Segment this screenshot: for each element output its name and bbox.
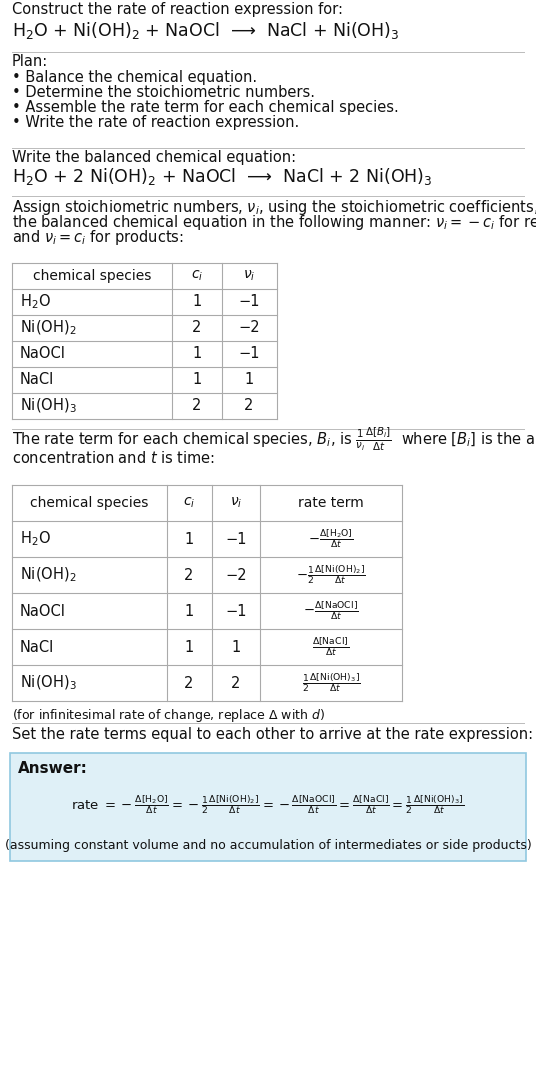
Text: NaOCl: NaOCl (20, 346, 66, 361)
Text: 1: 1 (184, 532, 193, 546)
Text: rate term: rate term (298, 496, 364, 510)
Text: H$_2$O + Ni(OH)$_2$ + NaOCl  ⟶  NaCl + Ni(OH)$_3$: H$_2$O + Ni(OH)$_2$ + NaOCl ⟶ NaCl + Ni(… (12, 20, 399, 41)
Text: Ni(OH)$_2$: Ni(OH)$_2$ (20, 319, 77, 337)
Text: $\nu_i$: $\nu_i$ (230, 496, 242, 510)
Text: Ni(OH)$_2$: Ni(OH)$_2$ (20, 566, 77, 584)
Text: 2: 2 (232, 676, 241, 690)
Text: $-\frac{1}{2}\frac{\Delta[\mathrm{Ni(OH)_2}]}{\Delta t}$: $-\frac{1}{2}\frac{\Delta[\mathrm{Ni(OH)… (296, 563, 366, 586)
Text: $c_i$: $c_i$ (183, 496, 195, 510)
Text: 1: 1 (184, 604, 193, 618)
Text: −2: −2 (225, 568, 247, 582)
Text: Ni(OH)$_3$: Ni(OH)$_3$ (20, 674, 77, 692)
Text: 2: 2 (244, 399, 254, 414)
Text: NaCl: NaCl (20, 640, 54, 654)
Text: 1: 1 (184, 640, 193, 654)
Text: $\nu_i$: $\nu_i$ (243, 269, 255, 283)
Text: 1: 1 (192, 372, 202, 388)
Text: • Write the rate of reaction expression.: • Write the rate of reaction expression. (12, 115, 299, 130)
Text: 1: 1 (192, 295, 202, 309)
Text: −2: −2 (238, 320, 260, 335)
Text: NaOCl: NaOCl (20, 604, 66, 618)
Text: chemical species: chemical species (33, 269, 151, 283)
Text: Assign stoichiometric numbers, $\nu_i$, using the stoichiometric coefficients, $: Assign stoichiometric numbers, $\nu_i$, … (12, 198, 536, 217)
Text: 1: 1 (232, 640, 241, 654)
Text: 2: 2 (184, 568, 193, 582)
Text: $-\frac{\Delta[\mathrm{H_2O}]}{\Delta t}$: $-\frac{\Delta[\mathrm{H_2O}]}{\Delta t}… (308, 527, 354, 550)
Text: 1: 1 (192, 346, 202, 361)
Text: $\frac{1}{2}\frac{\Delta[\mathrm{Ni(OH)_3}]}{\Delta t}$: $\frac{1}{2}\frac{\Delta[\mathrm{Ni(OH)_… (302, 672, 360, 695)
Text: Ni(OH)$_3$: Ni(OH)$_3$ (20, 396, 77, 415)
Text: (for infinitesimal rate of change, replace Δ with $d$): (for infinitesimal rate of change, repla… (12, 707, 325, 724)
Text: Plan:: Plan: (12, 54, 48, 69)
Text: rate $= -\frac{\Delta[\mathrm{H_2O}]}{\Delta t} = -\frac{1}{2}\frac{\Delta[\math: rate $= -\frac{\Delta[\mathrm{H_2O}]}{\D… (71, 794, 465, 817)
Text: −1: −1 (238, 295, 260, 309)
FancyBboxPatch shape (10, 753, 526, 860)
Text: 2: 2 (192, 320, 202, 335)
Text: (assuming constant volume and no accumulation of intermediates or side products): (assuming constant volume and no accumul… (5, 839, 531, 852)
Text: $\frac{\Delta[\mathrm{NaCl}]}{\Delta t}$: $\frac{\Delta[\mathrm{NaCl}]}{\Delta t}$ (312, 636, 349, 658)
Text: chemical species: chemical species (30, 496, 148, 510)
Text: 2: 2 (192, 399, 202, 414)
Text: $-\frac{\Delta[\mathrm{NaOCl}]}{\Delta t}$: $-\frac{\Delta[\mathrm{NaOCl}]}{\Delta t… (303, 600, 359, 622)
Text: NaCl: NaCl (20, 372, 54, 388)
Text: concentration and $t$ is time:: concentration and $t$ is time: (12, 450, 215, 466)
Text: H$_2$O: H$_2$O (20, 530, 51, 548)
Text: H$_2$O + 2 Ni(OH)$_2$ + NaOCl  ⟶  NaCl + 2 Ni(OH)$_3$: H$_2$O + 2 Ni(OH)$_2$ + NaOCl ⟶ NaCl + 2… (12, 166, 433, 187)
Text: • Determine the stoichiometric numbers.: • Determine the stoichiometric numbers. (12, 85, 315, 100)
Text: Write the balanced chemical equation:: Write the balanced chemical equation: (12, 150, 296, 165)
Text: Construct the rate of reaction expression for:: Construct the rate of reaction expressio… (12, 2, 343, 17)
Text: −1: −1 (238, 346, 260, 361)
Text: Set the rate terms equal to each other to arrive at the rate expression:: Set the rate terms equal to each other t… (12, 727, 533, 741)
Text: 1: 1 (244, 372, 254, 388)
Text: The rate term for each chemical species, $B_i$, is $\frac{1}{\nu_i}\frac{\Delta[: The rate term for each chemical species,… (12, 426, 536, 453)
Text: $c_i$: $c_i$ (191, 269, 203, 283)
Text: H$_2$O: H$_2$O (20, 293, 51, 311)
Text: Answer:: Answer: (18, 761, 88, 776)
Text: −1: −1 (225, 604, 247, 618)
Text: 2: 2 (184, 676, 193, 690)
Text: • Assemble the rate term for each chemical species.: • Assemble the rate term for each chemic… (12, 100, 399, 115)
Text: • Balance the chemical equation.: • Balance the chemical equation. (12, 70, 257, 85)
Text: and $\nu_i = c_i$ for products:: and $\nu_i = c_i$ for products: (12, 228, 184, 247)
Text: −1: −1 (225, 532, 247, 546)
Text: the balanced chemical equation in the following manner: $\nu_i = -c_i$ for react: the balanced chemical equation in the fo… (12, 213, 536, 232)
